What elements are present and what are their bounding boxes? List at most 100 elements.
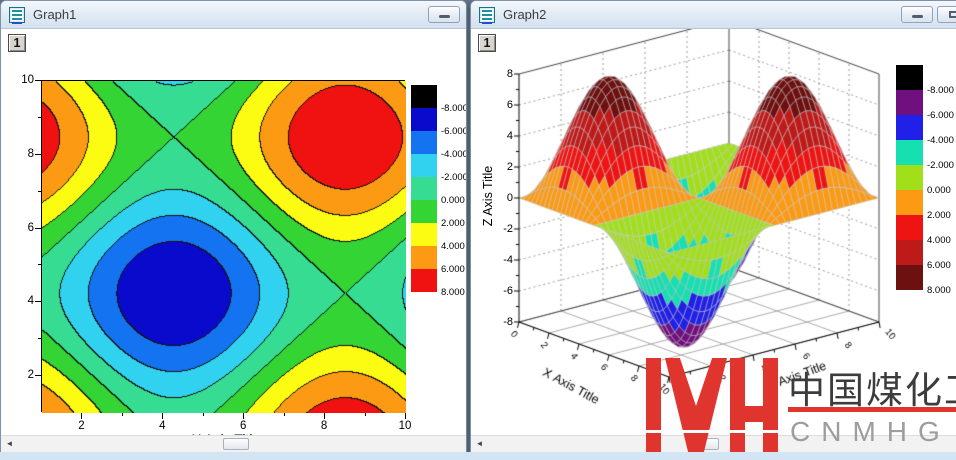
x-minor-tick [202,413,204,416]
color-scale-block [896,215,923,240]
y-major-tick [35,80,41,81]
color-scale-label: 6.000 [927,260,951,271]
color-scale-label: -8.000 [441,103,466,114]
graph1-page: 1 2 4 6 8 10 2 4 6 8 10 -8.000 -6.000 -4.000 -2.000 0… [1,29,466,435]
color-scale-label: 4.000 [927,235,951,246]
z-tick-label: 6 [506,99,513,111]
color-scale-block [411,154,437,177]
y-minor-tick [38,116,41,118]
cnmhg-watermark: 中国煤化工 CNMHG [644,354,956,460]
color-scale-block [411,177,437,200]
y-tick-label: 2 [27,369,34,382]
color-scale-label: -2.000 [927,160,954,171]
color-scale-block [411,246,437,269]
minimize-button[interactable] [901,6,933,23]
color-scale-block [411,269,437,292]
graph2-title: Graph2 [503,7,547,22]
color-scale-label: -6.000 [927,110,954,121]
x-tick-label: 8 [320,420,328,432]
x-major-tick [162,413,164,419]
color-scale-label: 0.000 [927,185,951,196]
restore-icon [949,11,956,18]
color-scale-block [896,165,923,190]
layer-1-button[interactable]: 1 [478,34,496,52]
y-major-tick [35,375,41,377]
graph2-titlebar[interactable]: Graph2 [471,1,956,29]
color-scale-label: 2.000 [441,218,465,229]
y-minor-tick [38,338,41,340]
color-scale-label: -4.000 [441,149,466,160]
surface-z-axis-title: Z Axis Title [481,165,495,227]
surface-color-scale: -8.000 -6.000 -4.000 -2.000 0.000 2.000 4.000 6… [896,65,954,296]
watermark-chinese-text: 中国煤化工 [788,369,956,412]
contour-color-scale: -8.000 -6.000 -4.000 -2.000 0.000 2.000 4.000 6… [411,85,466,298]
graph1-horizontal-scrollbar[interactable]: ◄ [1,435,466,452]
x-tick-label: 2 [78,420,85,432]
mdi-background-strip [0,452,956,460]
graph-window-icon [479,7,495,24]
z-tick-label: 2 [506,161,513,173]
graph1-titlebar[interactable]: Graph1 [1,1,466,29]
x-minor-tick [364,413,366,416]
z-tick-label: 4 [506,130,513,142]
restore-button[interactable] [937,6,956,23]
graph2-window: Graph2 1 8 6 4 2 0 -2 -4 -6 -8 Z Axis Title -8.0… [470,0,956,453]
color-scale-block [896,140,923,165]
color-scale-label: 2.000 [927,210,951,221]
color-scale-block [896,65,923,90]
z-tick-label: 8 [506,68,513,80]
y-tick-label: 6 [27,221,34,234]
minimize-button[interactable] [428,6,460,23]
color-scale-block [411,108,437,131]
x-minor-tick [283,413,285,416]
color-scale-block [896,115,923,140]
watermark-latin-text: CNMHG [790,416,951,447]
z-tick-label: -4 [503,254,513,266]
y-tick-label: 8 [27,147,34,160]
color-scale-label: 4.000 [441,241,465,252]
x-tick-label: 4 [159,420,166,432]
contour-plot-frame [41,80,406,413]
y-minor-tick [38,264,41,266]
graph1-scroll-thumb[interactable] [223,438,249,450]
color-scale-block [411,223,437,246]
y-tick-label: 4 [27,295,34,308]
y-minor-tick [38,190,41,192]
z-tick-label: -8 [503,316,513,328]
z-tick-label: 0 [506,192,513,204]
graph-window-icon [9,7,25,24]
color-scale-label: 8.000 [927,285,951,296]
graph1-title: Graph1 [33,7,77,22]
color-scale-label: -8.000 [927,85,954,96]
color-scale-label: 8.000 [441,287,465,298]
color-scale-label: -4.000 [927,135,954,146]
x-major-tick [324,413,326,419]
color-scale-block [896,265,923,290]
color-scale-block [896,190,923,215]
color-scale-block [411,200,437,223]
color-scale-label: -2.000 [441,172,466,183]
contour-plot [42,81,406,413]
layer-1-button[interactable]: 1 [8,34,26,52]
y-tick-label: 10 [21,74,34,86]
scroll-left-arrow-icon[interactable]: ◄ [5,439,14,448]
graph1-window: Graph1 1 2 4 6 8 10 2 4 6 8 10 -8.000 -6.000 -4.000… [0,0,467,453]
y-major-tick [35,227,41,229]
z-tick-label: -6 [503,285,513,297]
x-tick-label: 10 [398,420,412,432]
x-major-tick [81,413,83,419]
x-major-tick [243,413,245,419]
color-scale-label: 6.000 [441,264,465,275]
color-scale-block [896,90,923,115]
color-scale-block [411,85,437,108]
x-major-tick [405,413,406,419]
y-major-tick [35,153,41,155]
scroll-left-arrow-icon[interactable]: ◄ [475,439,484,448]
y-major-tick [35,301,41,303]
minimize-icon [912,15,923,18]
z-tick-label: -2 [503,223,513,235]
x-tick-label: 6 [240,420,247,432]
x-minor-tick [121,413,123,416]
myh-logo-icon [644,358,784,454]
